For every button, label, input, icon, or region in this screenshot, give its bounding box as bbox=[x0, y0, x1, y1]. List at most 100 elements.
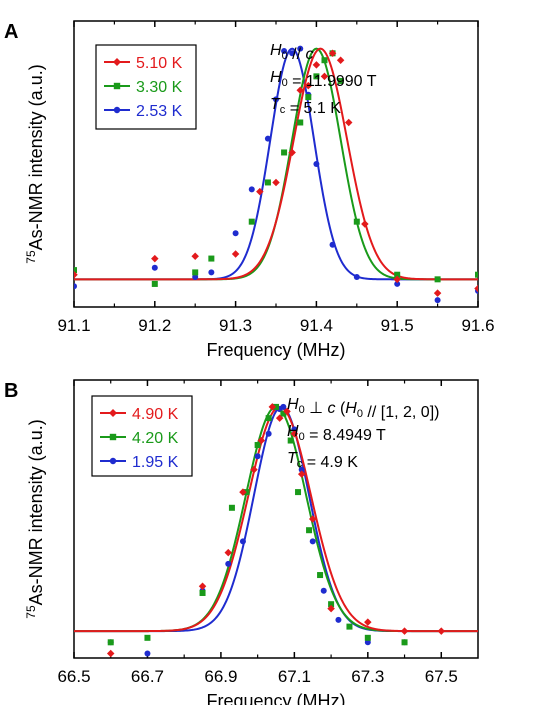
y-axis-title-text: As-NMR intensity (a.u.) bbox=[26, 419, 46, 605]
x-tick-label: 67.1 bbox=[278, 667, 311, 686]
annotation: H0 = 8.4949 T bbox=[287, 423, 386, 444]
annotation-part: T bbox=[287, 450, 298, 467]
data-point bbox=[305, 94, 312, 101]
legend-label: 4.20 K bbox=[132, 430, 179, 447]
y-axis-title: 75As-NMR intensity (a.u.) bbox=[24, 64, 46, 263]
data-point bbox=[344, 118, 353, 127]
data-point bbox=[248, 186, 255, 193]
data-point bbox=[107, 639, 114, 646]
data-point bbox=[191, 252, 199, 261]
data-point bbox=[394, 271, 401, 278]
legend-marker bbox=[113, 82, 121, 90]
data-point bbox=[280, 403, 287, 410]
fit-curve-5-10-K bbox=[74, 47, 478, 281]
data-point bbox=[254, 453, 261, 460]
annotation-part: ( bbox=[336, 400, 346, 417]
annotation-part: c bbox=[328, 400, 336, 417]
data-point bbox=[434, 297, 441, 304]
plot-frame bbox=[73, 379, 479, 659]
data-point bbox=[312, 61, 321, 69]
panel-label: B bbox=[4, 380, 18, 402]
data-point bbox=[151, 280, 158, 287]
data-point bbox=[144, 634, 151, 641]
data-point bbox=[361, 220, 369, 228]
data-point bbox=[335, 616, 342, 623]
data-point bbox=[400, 627, 409, 635]
x-tick-label: 66.7 bbox=[131, 667, 164, 686]
data-point bbox=[265, 415, 272, 422]
data-point bbox=[353, 218, 360, 225]
annotation-part: 0 bbox=[282, 77, 288, 89]
x-tick-label: 91.3 bbox=[219, 316, 252, 335]
annotation-part: = 4.9 K bbox=[302, 454, 358, 471]
data-point bbox=[239, 488, 247, 496]
data-point bbox=[280, 410, 287, 417]
data-point bbox=[228, 504, 235, 511]
data-point bbox=[273, 96, 279, 103]
data-point bbox=[353, 274, 360, 281]
data-point bbox=[254, 442, 261, 449]
annotation-part: ⊥ bbox=[305, 400, 328, 417]
data-point bbox=[297, 470, 306, 478]
legend-marker bbox=[109, 457, 117, 465]
annotation-part: 0 bbox=[299, 404, 305, 416]
data-point bbox=[264, 179, 271, 186]
data-point bbox=[272, 178, 280, 187]
data-point bbox=[281, 47, 288, 54]
data-point bbox=[364, 634, 371, 641]
data-point bbox=[337, 77, 344, 84]
data-point bbox=[198, 582, 207, 591]
data-point bbox=[239, 538, 246, 545]
data-point bbox=[176, 311, 182, 317]
data-point bbox=[208, 255, 215, 262]
annotation: Tc = 5.1 K bbox=[270, 96, 341, 117]
data-point bbox=[74, 283, 77, 290]
data-point bbox=[289, 50, 296, 57]
annotation-part: 0 bbox=[299, 431, 305, 443]
data-point bbox=[208, 269, 215, 276]
y-axis-title-text: As-NMR intensity (a.u.) bbox=[26, 64, 46, 250]
legend: 4.90 K 4.20 K 1.95 K bbox=[91, 395, 193, 477]
panel-B: 66.5 66.7 66.9 67.1 67.3 67.5 Frequency (MHz) 7… bbox=[4, 379, 479, 705]
annotation-part: = 11.9990 T bbox=[288, 73, 377, 90]
data-point bbox=[281, 149, 288, 156]
legend-marker bbox=[113, 106, 121, 114]
legend-label: 1.95 K bbox=[132, 454, 179, 471]
y-axis-title-isotope: 75 bbox=[24, 605, 38, 619]
data-point bbox=[308, 515, 317, 523]
data-point bbox=[304, 81, 313, 90]
data-point bbox=[288, 148, 296, 157]
legend-label: 5.10 K bbox=[136, 55, 183, 72]
panel-label: A bbox=[4, 21, 18, 43]
annotation-part: 0 bbox=[357, 408, 363, 420]
annotation-part: = 8.4949 T bbox=[305, 427, 386, 444]
data-point bbox=[401, 639, 408, 646]
data-point bbox=[256, 187, 264, 196]
annotation: Tc = 4.9 K bbox=[287, 450, 358, 471]
data-point bbox=[394, 280, 401, 287]
data-point bbox=[192, 274, 199, 281]
annotation-part: // bbox=[288, 46, 306, 63]
data-point bbox=[320, 587, 327, 594]
x-tick-label: 66.9 bbox=[204, 667, 237, 686]
data-point bbox=[257, 436, 266, 445]
data-point bbox=[74, 267, 77, 274]
annotation-part: H bbox=[270, 42, 282, 59]
data-point bbox=[393, 275, 401, 284]
data-point bbox=[192, 269, 199, 276]
x-tick-label: 66.5 bbox=[57, 667, 90, 686]
x-axis-title: Frequency (MHz) bbox=[206, 691, 345, 705]
data-point bbox=[306, 527, 313, 534]
data-point bbox=[327, 604, 335, 613]
legend-marker bbox=[113, 58, 121, 66]
x-axis-title: Frequency (MHz) bbox=[206, 340, 345, 360]
annotation-part: H bbox=[270, 69, 282, 86]
x-tick-label: 67.3 bbox=[351, 667, 384, 686]
annotation-part: T bbox=[270, 96, 281, 113]
data-point bbox=[290, 430, 299, 438]
annotation-part: 0 bbox=[282, 50, 288, 62]
legend-marker bbox=[109, 433, 117, 441]
data-point bbox=[329, 241, 336, 248]
data-point bbox=[474, 284, 478, 293]
